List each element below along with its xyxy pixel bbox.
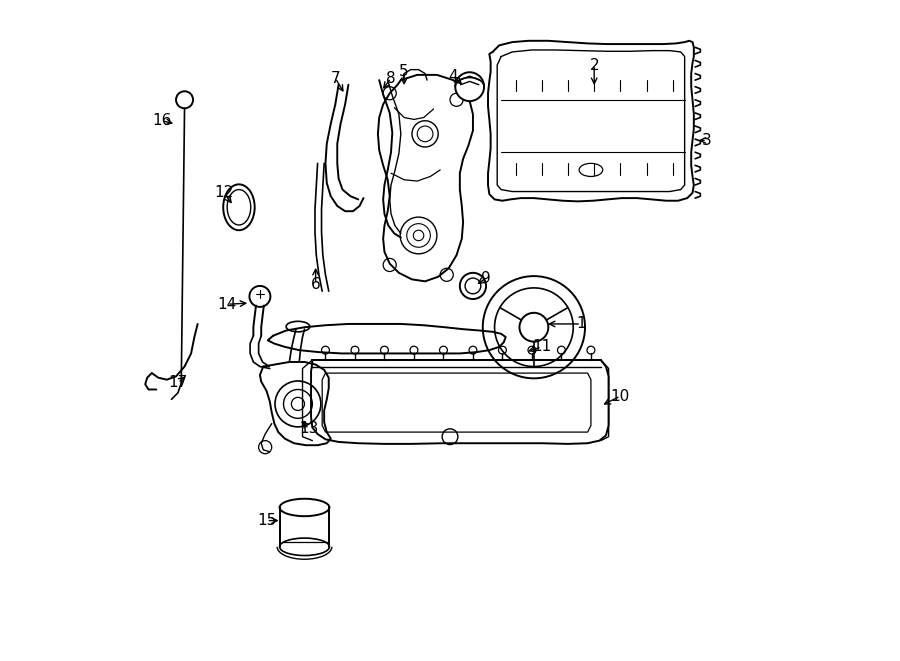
Text: 4: 4	[448, 69, 458, 84]
Text: 17: 17	[168, 375, 187, 391]
Text: 13: 13	[300, 421, 319, 436]
Text: 16: 16	[152, 113, 171, 128]
Text: 5: 5	[400, 64, 409, 79]
Text: 2: 2	[590, 58, 599, 73]
Text: 12: 12	[214, 185, 233, 200]
Text: 11: 11	[532, 339, 552, 354]
Circle shape	[249, 286, 270, 307]
Circle shape	[482, 276, 585, 378]
Circle shape	[455, 72, 484, 101]
Text: 10: 10	[611, 389, 630, 404]
Text: 6: 6	[310, 277, 320, 292]
Text: 1: 1	[576, 317, 586, 331]
Text: 9: 9	[482, 270, 490, 286]
Text: 8: 8	[386, 71, 396, 86]
Text: 7: 7	[330, 71, 340, 86]
Text: 14: 14	[218, 297, 237, 312]
Ellipse shape	[280, 499, 329, 516]
Text: 15: 15	[256, 513, 276, 528]
Text: 3: 3	[702, 133, 712, 148]
